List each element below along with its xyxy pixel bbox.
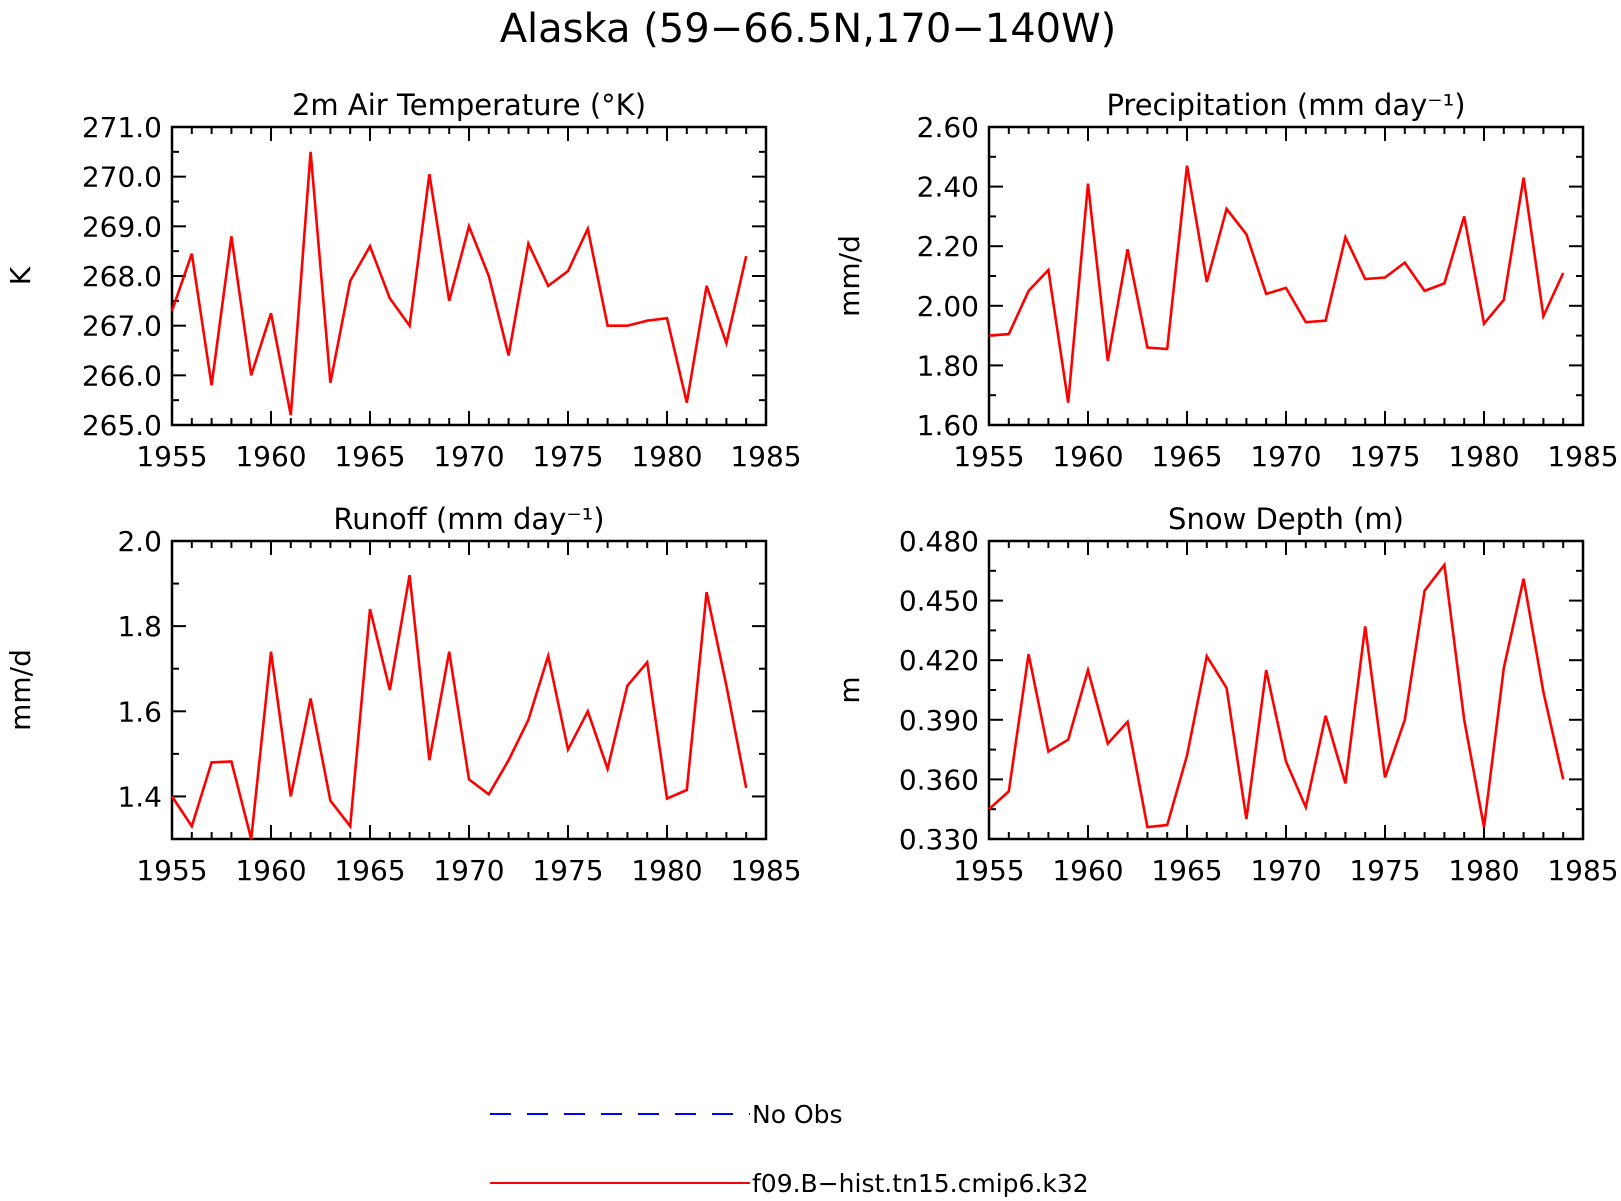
y-tick-label: 1.4	[117, 780, 162, 813]
y-tick-label: 0.480	[899, 525, 979, 558]
x-tick-label: 1970	[1250, 854, 1321, 887]
x-tick-label: 1980	[631, 440, 702, 473]
panels: 1955 1960 1965 1970 1975 1980 1985 265.0 266.0 26…	[4, 88, 1619, 887]
x-tick-label: 1960	[235, 854, 306, 887]
x-tick-label: 1975	[532, 854, 603, 887]
y-tick-label: 266.0	[82, 359, 162, 392]
x-tick-label: 1970	[433, 440, 504, 473]
y-axis-label: m	[833, 676, 866, 703]
series-line	[988, 561, 1565, 829]
series-line	[170, 151, 748, 416]
x-tick-label: 1980	[1448, 440, 1519, 473]
legend: No Obs f09.B−hist.tn15.cmip6.k32	[490, 1100, 1089, 1198]
y-tick-label: 2.60	[917, 111, 979, 144]
x-tick-label: 1985	[730, 854, 801, 887]
figure-title: Alaska (59−66.5N,170−140W)	[500, 6, 1117, 52]
y-axis-label: K	[4, 266, 37, 285]
x-tick-label: 1965	[1151, 440, 1222, 473]
chart-panel-1: 1955 1960 1965 1970 1975 1980 1985 265.0 266.0 26…	[4, 88, 802, 473]
x-tick-label: 1955	[953, 854, 1024, 887]
y-tick-label: 0.450	[899, 585, 979, 618]
chart-panel-4: 1955 1960 1965 1970 1975 1980 1985 0.330 0.360 0.…	[833, 502, 1619, 887]
x-tick-label: 1960	[235, 440, 306, 473]
y-tick-label: 267.0	[82, 310, 162, 343]
panel-title: Runoff (mm day⁻¹)	[333, 502, 604, 536]
x-tick-label: 1970	[1250, 440, 1321, 473]
y-axis-label: mm/d	[833, 235, 866, 317]
y-tick-label: 2.20	[917, 230, 979, 263]
x-tick-label: 1985	[1547, 440, 1618, 473]
plot-frame	[987, 539, 1585, 841]
series-line	[988, 165, 1565, 403]
plot-frame	[170, 125, 768, 427]
x-tick-label: 1980	[1448, 854, 1519, 887]
x-tick-label: 1985	[730, 440, 801, 473]
panel-title: 2m Air Temperature (°K)	[292, 88, 646, 122]
x-tick-label: 1965	[1151, 854, 1222, 887]
x-tick-label: 1955	[136, 440, 207, 473]
x-tick-label: 1975	[1349, 854, 1420, 887]
series-line	[170, 574, 748, 840]
y-tick-label: 2.00	[917, 290, 979, 323]
x-tick-label: 1975	[532, 440, 603, 473]
plot-frame	[987, 125, 1585, 427]
y-tick-label: 270.0	[82, 161, 162, 194]
legend-label-model: f09.B−hist.tn15.cmip6.k32	[752, 1169, 1089, 1198]
x-tick-label: 1970	[433, 854, 504, 887]
y-tick-label: 2.0	[117, 525, 162, 558]
panel-title: Snow Depth (m)	[1168, 502, 1404, 536]
legend-label-no-obs: No Obs	[752, 1100, 843, 1129]
x-tick-label: 1985	[1547, 854, 1618, 887]
x-tick-label: 1955	[953, 440, 1024, 473]
y-tick-label: 271.0	[82, 111, 162, 144]
x-tick-label: 1965	[334, 854, 405, 887]
y-tick-label: 268.0	[82, 260, 162, 293]
chart-panel-2: 1955 1960 1965 1970 1975 1980 1985 1.60 1.80 2.00…	[833, 88, 1619, 473]
y-tick-label: 1.8	[117, 610, 162, 643]
y-tick-label: 0.420	[899, 644, 979, 677]
y-tick-label: 1.6	[117, 695, 162, 728]
x-tick-label: 1960	[1052, 854, 1123, 887]
x-tick-label: 1980	[631, 854, 702, 887]
x-tick-label: 1960	[1052, 440, 1123, 473]
y-tick-label: 265.0	[82, 409, 162, 442]
y-tick-label: 0.360	[899, 763, 979, 796]
x-tick-label: 1955	[136, 854, 207, 887]
y-tick-label: 269.0	[82, 210, 162, 243]
y-tick-label: 0.330	[899, 823, 979, 856]
x-tick-label: 1975	[1349, 440, 1420, 473]
x-tick-label: 1965	[334, 440, 405, 473]
y-tick-label: 1.60	[917, 409, 979, 442]
chart-panel-3: 1955 1960 1965 1970 1975 1980 1985 1.4 1.6 1.8 2.0…	[4, 502, 802, 887]
y-tick-label: 1.80	[917, 349, 979, 382]
y-tick-label: 0.390	[899, 704, 979, 737]
y-axis-label: mm/d	[4, 649, 37, 731]
y-tick-label: 2.40	[917, 171, 979, 204]
panel-title: Precipitation (mm day⁻¹)	[1106, 88, 1465, 122]
